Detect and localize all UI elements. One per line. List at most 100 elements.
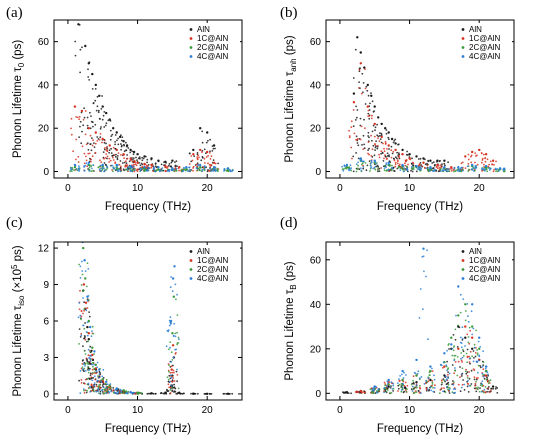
series-0 [352, 36, 449, 173]
data-point [440, 387, 443, 389]
data-point [80, 333, 83, 335]
data-point [212, 161, 216, 164]
data-point [373, 135, 376, 138]
data-point [124, 165, 127, 168]
data-point [168, 169, 171, 171]
data-point [383, 381, 386, 384]
data-point [482, 350, 484, 353]
data-point [450, 166, 453, 169]
data-point [380, 141, 383, 144]
data-point [397, 390, 399, 392]
data-point [193, 392, 196, 395]
data-point [86, 262, 89, 264]
data-point [93, 384, 95, 387]
data-point [80, 284, 83, 286]
data-point [169, 341, 172, 343]
data-point [211, 145, 214, 148]
data-point [88, 311, 90, 313]
data-point [429, 159, 432, 162]
data-point [416, 168, 419, 170]
data-point [440, 383, 443, 386]
data-point [366, 164, 369, 167]
data-point [455, 169, 458, 172]
data-point [483, 377, 486, 380]
data-point [460, 352, 463, 354]
data-point [109, 120, 112, 122]
y-tick-label: 60 [38, 37, 50, 48]
data-point [433, 387, 436, 389]
data-point [89, 360, 92, 362]
data-point [365, 85, 368, 88]
data-point [96, 95, 99, 98]
data-point [176, 368, 178, 371]
data-point [115, 153, 117, 156]
data-point [376, 144, 379, 147]
data-point [94, 371, 96, 373]
data-point [91, 358, 94, 360]
data-point [342, 391, 344, 394]
data-point [183, 167, 186, 170]
data-point [495, 168, 497, 171]
data-point [481, 167, 484, 170]
data-point [231, 392, 234, 395]
data-point [433, 169, 436, 172]
data-point [460, 166, 463, 169]
data-point [374, 143, 376, 146]
data-point [176, 293, 178, 296]
data-point [357, 167, 359, 170]
data-point [415, 391, 418, 394]
data-point [87, 340, 89, 343]
data-point [94, 151, 97, 154]
data-point [486, 170, 489, 173]
data-point [419, 168, 422, 171]
data-point [105, 153, 108, 155]
data-point [429, 170, 431, 172]
data-point [208, 152, 211, 154]
data-point [358, 168, 361, 171]
data-point [467, 158, 470, 161]
data-point [375, 165, 378, 168]
data-point [136, 161, 139, 164]
data-point [376, 123, 378, 126]
data-point [94, 83, 98, 87]
data-point [452, 383, 455, 386]
data-point [401, 164, 404, 167]
data-point [78, 343, 80, 345]
data-point [75, 168, 78, 171]
data-point [212, 169, 215, 172]
data-point [140, 392, 143, 394]
data-point [132, 153, 135, 156]
data-point [437, 164, 440, 167]
data-point [127, 166, 130, 169]
y-axis-title: Phonon Lifetime τanh (ps) [284, 35, 298, 162]
data-point [467, 320, 470, 323]
data-point [493, 163, 495, 166]
data-point [81, 273, 84, 276]
data-point [490, 387, 493, 390]
data-point [438, 166, 441, 169]
data-point [409, 158, 412, 161]
data-point [484, 391, 487, 393]
data-point [109, 129, 112, 132]
data-point [441, 382, 444, 384]
data-point [417, 370, 420, 373]
data-point [84, 301, 88, 304]
data-point [85, 162, 88, 165]
panel-letter: (b) [280, 5, 298, 21]
data-point [443, 379, 445, 382]
data-point [77, 316, 80, 319]
data-point [454, 328, 457, 331]
data-point [113, 391, 116, 394]
data-point [171, 332, 174, 335]
data-point [190, 155, 193, 157]
legend-marker [461, 259, 465, 262]
data-point [103, 147, 106, 149]
data-point [406, 388, 408, 391]
data-point [495, 386, 497, 388]
data-point [169, 316, 172, 319]
data-point [84, 389, 87, 392]
data-point [87, 62, 91, 65]
data-point [447, 373, 449, 376]
data-point [370, 155, 373, 157]
